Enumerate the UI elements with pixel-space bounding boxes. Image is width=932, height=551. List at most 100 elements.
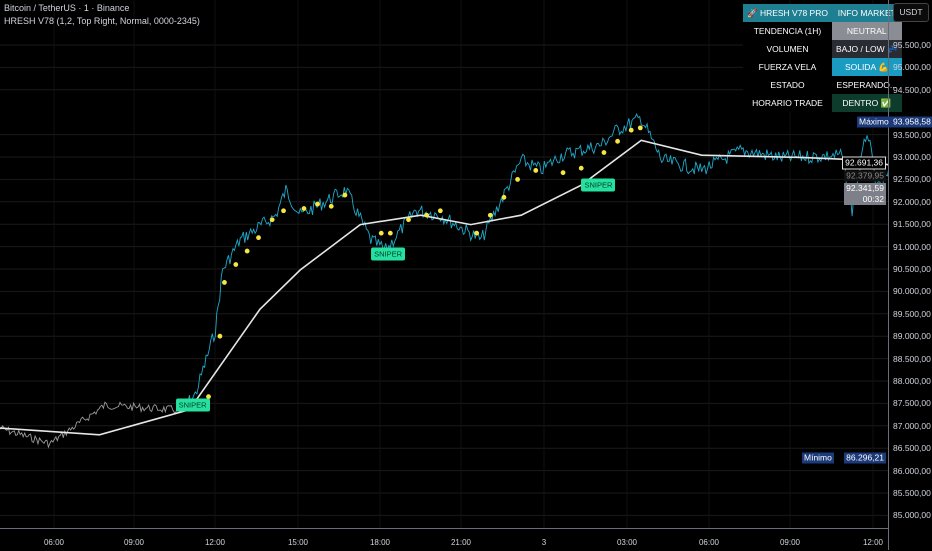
signal-dot (474, 230, 480, 236)
signal-dot (406, 217, 411, 223)
price-tick-label: 92.000,00 (893, 196, 931, 207)
price-tick-label: 92.500,00 (893, 174, 931, 185)
signal-dot (637, 125, 643, 131)
row-label: TENDENCIA (1H) (743, 22, 832, 40)
time-tick-label: 12:00 (862, 538, 884, 547)
signal-dot (487, 212, 493, 218)
last-price: 92.341,59 (846, 183, 884, 193)
time-tick-label: 18:00 (369, 538, 391, 547)
signal-dot (315, 201, 321, 207)
indicator-title[interactable]: HRESH V78 (1,2, Top Right, Normal, 0000-… (4, 16, 200, 26)
signal-dot (233, 262, 239, 267)
signal-dot (515, 177, 520, 182)
bar-countdown: 00:32 (862, 194, 884, 204)
signal-dot (501, 194, 507, 200)
price-tick-label: 87.500,00 (893, 398, 931, 409)
time-tick-label: 06:00 (43, 538, 65, 547)
row-label: FUERZA VELA (743, 58, 832, 76)
table-title-right: INFO MARKET (831, 4, 902, 22)
time-tick-label: 3 (541, 538, 547, 547)
signal-dot (560, 170, 566, 176)
currency-button[interactable]: USDT (893, 3, 929, 22)
price-tick-label: 91.000,00 (893, 241, 931, 252)
signal-dot (222, 280, 227, 285)
row-label: ESTADO (743, 76, 832, 94)
signal-dot (578, 165, 584, 171)
price-chart[interactable] (0, 0, 888, 528)
price-tick-label: 85.000,00 (893, 510, 931, 521)
row-value: ESPERANDO... (831, 76, 902, 94)
signal-dot (328, 203, 334, 209)
signal-dot (281, 208, 286, 214)
price-tick-label: 90.500,00 (893, 264, 931, 274)
sniper-label: SNIPER (371, 247, 406, 261)
signal-dot (342, 192, 348, 198)
sniper-label: SNIPER (581, 178, 616, 192)
price-tick-label: 91.500,00 (893, 219, 931, 230)
row-value: SOLIDA 💪 (831, 58, 902, 76)
time-tick-label: 06:00 (698, 538, 720, 547)
price-tick-label: 85.500,00 (893, 488, 931, 498)
time-tick-label: 12:00 (204, 538, 226, 547)
time-axis[interactable]: 06:00 09:00 12:00 15:00 18:00 21:00 3 03:00 06:0… (0, 528, 888, 551)
table-row: FUERZA VELA SOLIDA 💪 (743, 58, 902, 76)
price-tick-label: 88.000,00 (893, 376, 931, 386)
max-label: Máximo (857, 116, 891, 128)
max-value: 93.958,58 (891, 116, 932, 128)
price-tick-label: 87.000,00 (893, 420, 931, 431)
min-value: 86.296,21 (844, 452, 886, 464)
time-tick-label: 03:00 (616, 538, 638, 547)
row-label: VOLUMEN (743, 40, 832, 58)
price-tick-label: 93.500,00 (893, 129, 931, 140)
table-row: HORARIO TRADE DENTRO ✅ (743, 94, 902, 112)
signal-dot (269, 217, 275, 223)
price-tick-label: 88.500,00 (893, 353, 931, 364)
signal-dot (437, 208, 443, 214)
table-title-left: 🚀 HRESH V78 PRO (743, 4, 832, 22)
time-tick-label: 21:00 (450, 538, 472, 547)
time-tick-label: 09:00 (123, 538, 145, 547)
row-value: BAJO / LOW 💤 (831, 40, 902, 58)
price-tick-label: 86.000,00 (893, 465, 931, 476)
chart-grid (0, 0, 888, 528)
signal-dot (206, 394, 211, 400)
signal-dot (615, 138, 620, 144)
signal-dot (628, 127, 634, 133)
signal-dot (533, 168, 539, 173)
table-row: TENDENCIA (1H) NEUTRAL (743, 22, 902, 40)
row-value: NEUTRAL (831, 22, 902, 40)
signal-dot (387, 230, 393, 236)
info-table-header: 🚀 HRESH V78 PRO INFO MARKET (743, 4, 902, 22)
signal-dot (256, 235, 261, 241)
price-tick-label: 94.500,00 (893, 84, 931, 95)
time-tick-label: 09:00 (779, 538, 801, 547)
signal-dot (378, 230, 384, 236)
sniper-label: SNIPER (175, 398, 210, 412)
price-axis[interactable]: 95.500,00 95.000,00 94.500,00 93.500,00 93.0… (888, 0, 932, 550)
price-tick-label: 95.000,00 (893, 62, 931, 73)
row-label: HORARIO TRADE (743, 94, 832, 112)
time-tick-label: 15:00 (287, 538, 309, 547)
table-row: VOLUMEN BAJO / LOW 💤 (743, 40, 902, 58)
price-tag-ma: 92.691,36 (842, 156, 886, 170)
row-value: DENTRO ✅ (831, 94, 902, 112)
price-line (180, 112, 888, 411)
table-row: ESTADO ESPERANDO... (743, 76, 902, 94)
price-tick-label: 89.500,00 (893, 308, 931, 319)
price-tick-label: 89.000,00 (893, 331, 931, 342)
price-line-pre (0, 401, 181, 449)
signal-dot (424, 212, 430, 218)
signal-dot (301, 206, 307, 211)
min-label: Mínimo (802, 452, 834, 464)
signal-dots (206, 125, 643, 400)
signal-dot (217, 333, 223, 339)
price-tick-label: 95.500,00 (893, 40, 931, 50)
signal-dot (601, 150, 607, 155)
symbol-title[interactable]: Bitcoin / TetherUS · 1 · Binance (4, 3, 130, 13)
moving-average-line (0, 139, 888, 436)
signal-dot (244, 248, 250, 254)
price-tag-secondary: 92.379,95 (844, 170, 886, 182)
last-price-tag: 92.341,59 00:32 (844, 183, 886, 205)
price-tick-label: 90.000,00 (893, 286, 931, 297)
price-tick-label: 86.500,00 (893, 443, 931, 454)
